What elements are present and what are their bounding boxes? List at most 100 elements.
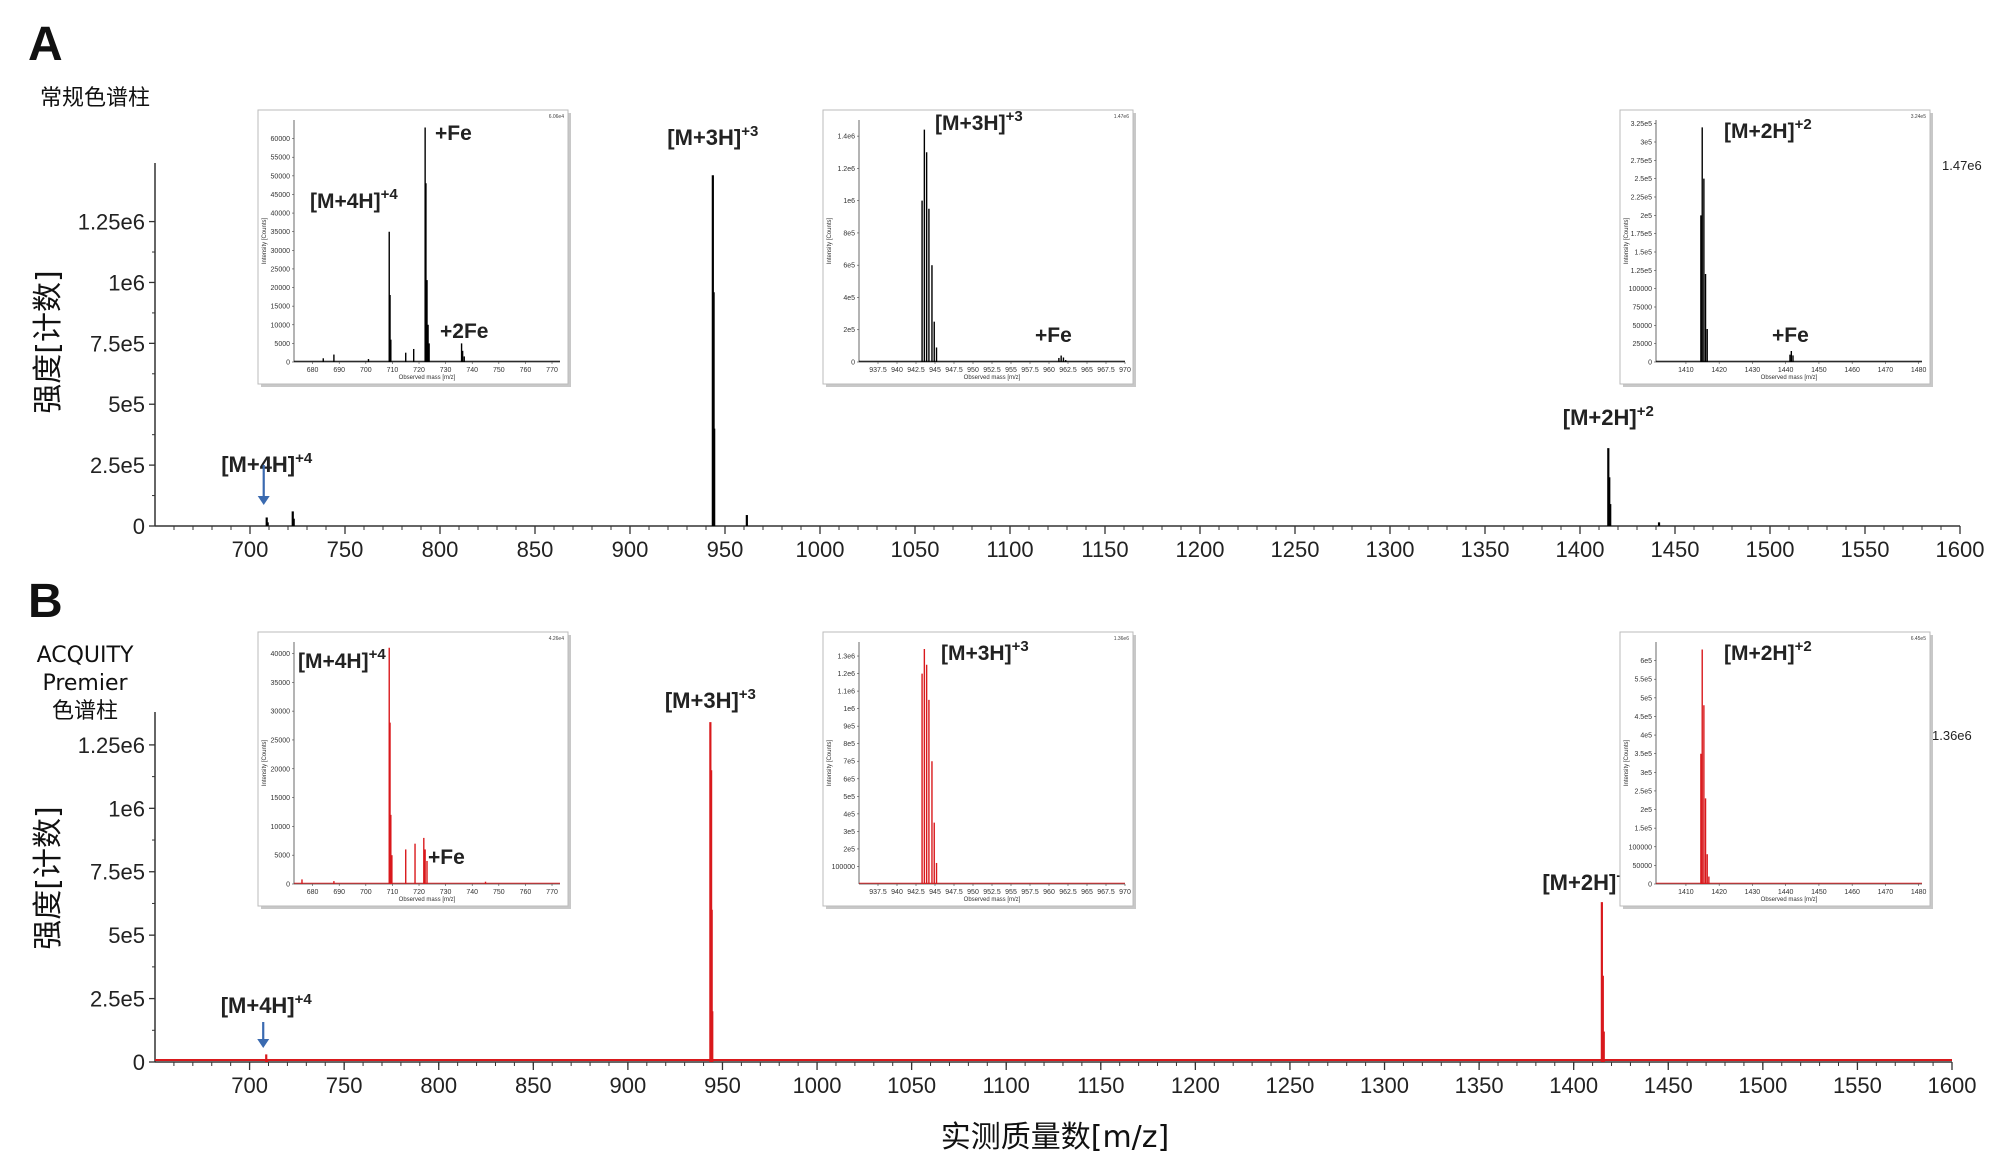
inset-x-tick-label: 950 [967,367,979,374]
inset-y-tick-label: 4.5e5 [1634,714,1652,721]
inset-x-tick-label: 942.5 [907,367,925,374]
inset-y-axis-label: Intensity [Counts] [827,739,833,786]
inset-x-tick-label: 970 [1119,889,1131,896]
inset-y-tick-label: 1.3e6 [837,654,855,661]
inset-x-tick-label: 960 [1043,889,1055,896]
inset-annotation-text: +Fe [435,122,472,145]
x-tick-label: 1050 [887,1073,936,1098]
inset-annotation-text: [M+2H] [1724,120,1795,143]
inset-y-tick-label: 100000 [1629,286,1652,293]
inset-x-tick-label: 937.5 [869,367,887,374]
inset-annotation: +Fe [435,122,472,145]
inset-y-tick-label: 0 [286,360,290,367]
inset-y-tick-label: 4e5 [843,811,855,818]
x-tick-label: 1500 [1746,537,1795,562]
inset-x-tick-label: 1450 [1811,367,1827,374]
column-label: 色谱柱 [52,699,118,724]
x-tick-label: 1400 [1556,537,1605,562]
inset-y-tick-label: 2e5 [1640,213,1652,220]
x-tick-label: 1200 [1171,1073,1220,1098]
x-tick-label: 750 [326,1073,363,1098]
inset-x-tick-label: 1420 [1711,889,1727,896]
inset-y-tick-label: 0 [851,360,855,367]
x-tick-label: 700 [231,1073,268,1098]
peak-annotation: [M+4H]+4 [221,991,313,1018]
inset-x-tick-label: 1470 [1878,889,1894,896]
inset-y-tick-label: 0 [1648,882,1652,889]
inset-y-tick-label: 1.5e5 [1634,826,1652,833]
inset-y-tick-label: 8e5 [843,741,855,748]
inset-y-axis-label: Intensity [Counts] [1624,739,1630,786]
inset-y-tick-label: 15000 [271,304,291,311]
inset-x-tick-label: 770 [546,889,558,896]
inset-y-tick-label: 50000 [1633,863,1653,870]
y-tick-label: 1e6 [108,270,145,295]
inset-annotation-charge: +4 [369,646,387,663]
inset-y-tick-label: 1.2e6 [837,671,855,678]
inset-y-tick-label: 55000 [271,155,291,162]
x-tick-label: 900 [612,537,649,562]
inset-x-tick-label: 1430 [1745,889,1761,896]
inset-x-tick-label: 690 [333,889,345,896]
y-tick-label: 0 [133,514,145,539]
x-axis-label: 实测质量数[m/z] [941,1120,1170,1155]
x-tick-label: 1400 [1549,1073,1598,1098]
inset-y-tick-label: 50000 [1633,323,1653,330]
inset-b-1: 0 5000 10000 15000 20000 25000 30000 35000 40000… [257,631,571,909]
inset-x-tick-label: 680 [307,367,319,374]
peak-annotation-text: [M+3H] [667,125,741,150]
inset-annotation-text: [M+3H] [935,112,1006,135]
inset-x-axis-label: Observed mass [m/z] [964,375,1021,381]
inset-b-2: 100000 2e5 3e5 4e5 5e5 6e5 7e5 8e5 9e5 1e6 1.1e6 1.… [822,631,1136,909]
inset-x-tick-label: 947.5 [945,367,963,374]
peak-annotation: [M+3H]+3 [667,123,758,150]
inset-max-label: 1.47e6 [1114,114,1130,120]
inset-y-tick-label: 5000 [274,341,290,348]
y-tick-label: 5e5 [108,392,145,417]
inset-annotation-text: [M+2H] [1724,642,1795,665]
peak-annotation-charge: +2 [1637,403,1654,420]
inset-y-tick-label: 4e5 [843,295,855,302]
inset-annotation: +Fe [1035,324,1072,347]
inset-x-tick-label: 770 [546,367,558,374]
inset-x-tick-label: 730 [440,889,452,896]
inset-max-label: 4.26e4 [549,636,565,642]
inset-y-tick-label: 100000 [832,864,855,871]
panel-letter: A [28,18,63,71]
inset-x-tick-label: 957.5 [1021,367,1039,374]
inset-annotation-text: [M+4H] [298,650,369,673]
panel-letter: B [28,575,63,628]
inset-y-tick-label: 20000 [271,285,291,292]
inset-y-tick-label: 9e5 [843,724,855,731]
inset-x-tick-label: 760 [520,889,532,896]
inset-annotation: +2Fe [440,320,488,343]
inset-frame [822,631,1134,907]
inset-y-tick-label: 1.25e5 [1631,268,1653,275]
inset-y-tick-label: 30000 [271,248,291,255]
inset-x-tick-label: 740 [466,367,478,374]
x-tick-label: 1100 [983,1073,1030,1098]
x-tick-label: 1300 [1366,537,1415,562]
peak-annotation: [M+2H]+2 [1563,403,1654,430]
inset-a-3: 0 25000 50000 75000 100000 1.25e5 1.5e5 1.75e5 2… [1619,109,1933,387]
inset-y-tick-label: 35000 [271,229,291,236]
inset-y-tick-label: 6e5 [843,776,855,783]
inset-x-tick-label: 965 [1081,367,1093,374]
inset-x-tick-label: 940 [891,367,903,374]
peak-annotation-text: [M+2H] [1563,405,1637,430]
y-tick-label: 5e5 [108,923,145,948]
inset-y-tick-label: 5e5 [843,794,855,801]
inset-x-tick-label: 965 [1081,889,1093,896]
inset-x-tick-label: 955 [1005,889,1017,896]
inset-x-tick-label: 1430 [1745,367,1761,374]
y-tick-label: 1.25e6 [78,733,145,758]
inset-x-tick-label: 680 [307,889,319,896]
peak-annotation-charge: +3 [741,123,758,140]
inset-x-tick-label: 1470 [1878,367,1894,374]
inset-x-tick-label: 750 [493,889,505,896]
y-tick-label: 7.5e5 [90,860,145,885]
inset-x-tick-label: 955 [1005,367,1017,374]
inset-annotation: [M+4H]+4 [298,646,386,673]
inset-y-tick-label: 35000 [271,680,291,687]
